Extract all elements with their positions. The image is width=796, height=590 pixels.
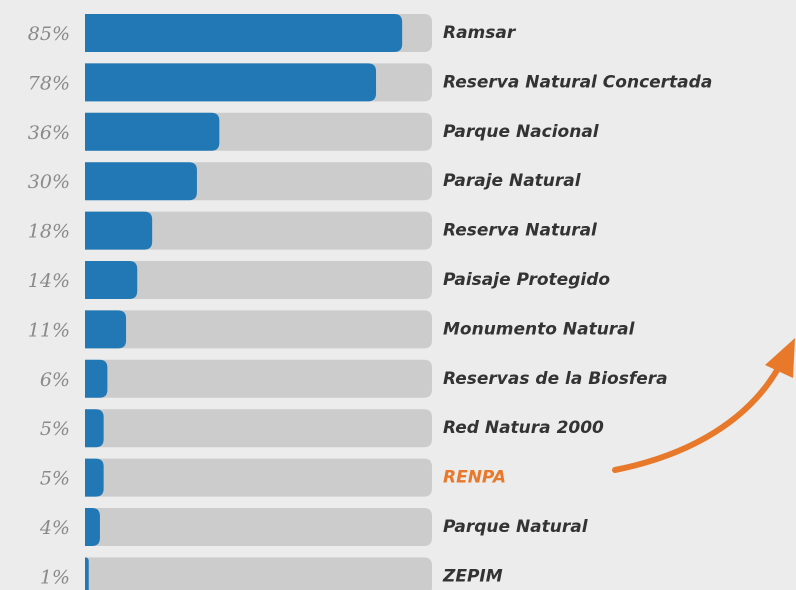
value-label: 18% xyxy=(28,221,70,243)
value-label: 78% xyxy=(28,72,70,94)
bar-track xyxy=(85,508,432,546)
bar-track xyxy=(85,211,432,250)
value-label: 5% xyxy=(40,468,70,490)
value-label: 11% xyxy=(28,319,70,341)
bar xyxy=(85,557,89,590)
bar xyxy=(85,261,138,299)
value-label: 4% xyxy=(39,517,70,539)
bar-track xyxy=(85,458,432,497)
category-label: Ramsar xyxy=(443,23,517,43)
bar xyxy=(85,508,100,546)
bar xyxy=(85,162,197,201)
category-label: RENPA xyxy=(443,468,506,488)
value-label: 14% xyxy=(28,270,70,292)
category-label: ZEPIM xyxy=(442,566,503,586)
category-label: Paraje Natural xyxy=(443,171,582,191)
bar xyxy=(85,112,220,151)
category-label: Parque Natural xyxy=(443,517,589,537)
bar-track xyxy=(85,310,432,349)
value-label: 5% xyxy=(40,418,70,440)
bar-track xyxy=(85,409,432,448)
value-label: 30% xyxy=(28,171,70,193)
category-label: Parque Nacional xyxy=(443,122,600,142)
bar xyxy=(85,63,377,102)
value-label: 85% xyxy=(28,23,70,45)
category-label: Paisaje Protegido xyxy=(443,270,610,290)
arrow-head xyxy=(765,338,795,378)
bar-track xyxy=(85,359,432,398)
bar xyxy=(85,359,108,398)
category-label: Reserva Natural xyxy=(443,221,598,241)
category-label: Red Natura 2000 xyxy=(443,418,604,438)
category-label: Reserva Natural Concertada xyxy=(443,72,712,92)
value-label: 1% xyxy=(40,566,70,588)
value-label: 6% xyxy=(40,369,70,391)
bar xyxy=(85,409,104,448)
bar xyxy=(85,14,403,52)
arrow xyxy=(612,362,783,473)
bar-track xyxy=(85,261,432,299)
category-label: Monumento Natural xyxy=(443,319,636,339)
bar-track xyxy=(85,557,432,590)
value-label: 36% xyxy=(28,122,70,144)
bar xyxy=(85,310,127,349)
category-label: Reservas de la Biosfera xyxy=(443,369,668,389)
bar xyxy=(85,458,104,497)
bar xyxy=(85,211,153,250)
